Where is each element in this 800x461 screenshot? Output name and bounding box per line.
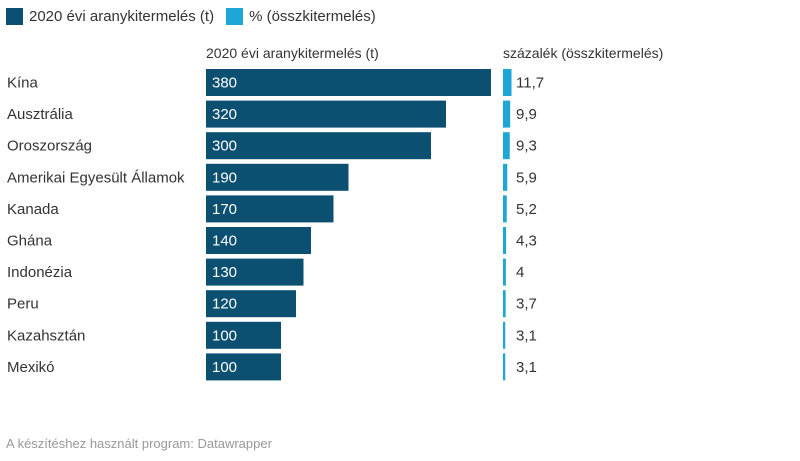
bar-production — [206, 195, 334, 223]
bar-percent — [503, 132, 510, 160]
bar-value-label: 120 — [212, 296, 237, 313]
bar-percent — [503, 290, 506, 318]
bar-value-label: 380 — [212, 75, 237, 92]
category-label: Indonézia — [7, 264, 73, 281]
bar-production — [206, 258, 304, 286]
bar-value-label: 100 — [212, 359, 237, 376]
legend-item-percent[interactable]: % (összkitermelés) — [226, 8, 376, 25]
legend: 2020 évi aranykitermelés (t) % (összkite… — [6, 8, 388, 25]
bar-production — [206, 321, 281, 349]
bar-production — [206, 100, 446, 128]
legend-swatch-percent — [226, 8, 244, 25]
category-label: Ghána — [7, 233, 53, 250]
bar-value-label: 190 — [212, 169, 237, 186]
percent-value-label: 3,7 — [516, 296, 537, 313]
category-label: Ausztrália — [7, 106, 74, 123]
bar-production — [206, 163, 349, 191]
bar-production — [206, 132, 431, 160]
percent-value-label: 4 — [516, 264, 524, 281]
percent-value-label: 3,1 — [516, 327, 537, 344]
category-label: Peru — [7, 296, 39, 313]
bar-percent — [503, 69, 512, 96]
bar-production — [206, 353, 281, 381]
bar-percent — [503, 227, 507, 254]
bar-percent — [503, 321, 506, 349]
percent-value-label: 9,9 — [516, 106, 537, 123]
footer-credit: A készítéshez használt program: Datawrap… — [6, 436, 272, 451]
bar-value-label: 300 — [212, 138, 237, 155]
percent-value-label: 3,1 — [516, 359, 537, 376]
bar-value-label: 100 — [212, 327, 237, 344]
bar-value-label: 140 — [212, 233, 237, 250]
bar-percent — [503, 258, 506, 286]
category-label: Kazahsztán — [7, 327, 85, 344]
bar-percent — [503, 353, 506, 381]
category-label: Amerikai Egyesült Államok — [7, 169, 185, 186]
bar-percent — [503, 100, 511, 128]
legend-swatch-production — [6, 8, 23, 25]
bar-percent — [503, 163, 508, 191]
percent-value-label: 4,3 — [516, 233, 537, 250]
category-label: Oroszország — [7, 138, 92, 155]
percent-value-label: 9,3 — [516, 138, 537, 155]
bar-value-label: 170 — [212, 201, 237, 218]
bar-production — [206, 290, 296, 318]
bar-production — [206, 69, 491, 96]
percent-value-label: 5,9 — [516, 169, 537, 186]
category-label: Mexikó — [7, 359, 55, 376]
legend-label-percent: % (összkitermelés) — [249, 8, 376, 25]
column-header-production: 2020 évi aranykitermelés (t) — [206, 45, 379, 61]
category-label: Kanada — [7, 201, 59, 218]
percent-value-label: 11,7 — [516, 75, 544, 92]
bar-production — [206, 227, 311, 254]
bar-value-label: 320 — [212, 106, 237, 123]
category-label: Kína — [7, 75, 39, 92]
column-header-percent: százalék (összkitermelés) — [503, 45, 664, 61]
legend-item-production[interactable]: 2020 évi aranykitermelés (t) — [6, 8, 214, 25]
bar-value-label: 130 — [212, 264, 237, 281]
percent-value-label: 5,2 — [516, 201, 537, 218]
legend-label-production: 2020 évi aranykitermelés (t) — [29, 8, 215, 25]
bar-percent — [503, 195, 507, 223]
